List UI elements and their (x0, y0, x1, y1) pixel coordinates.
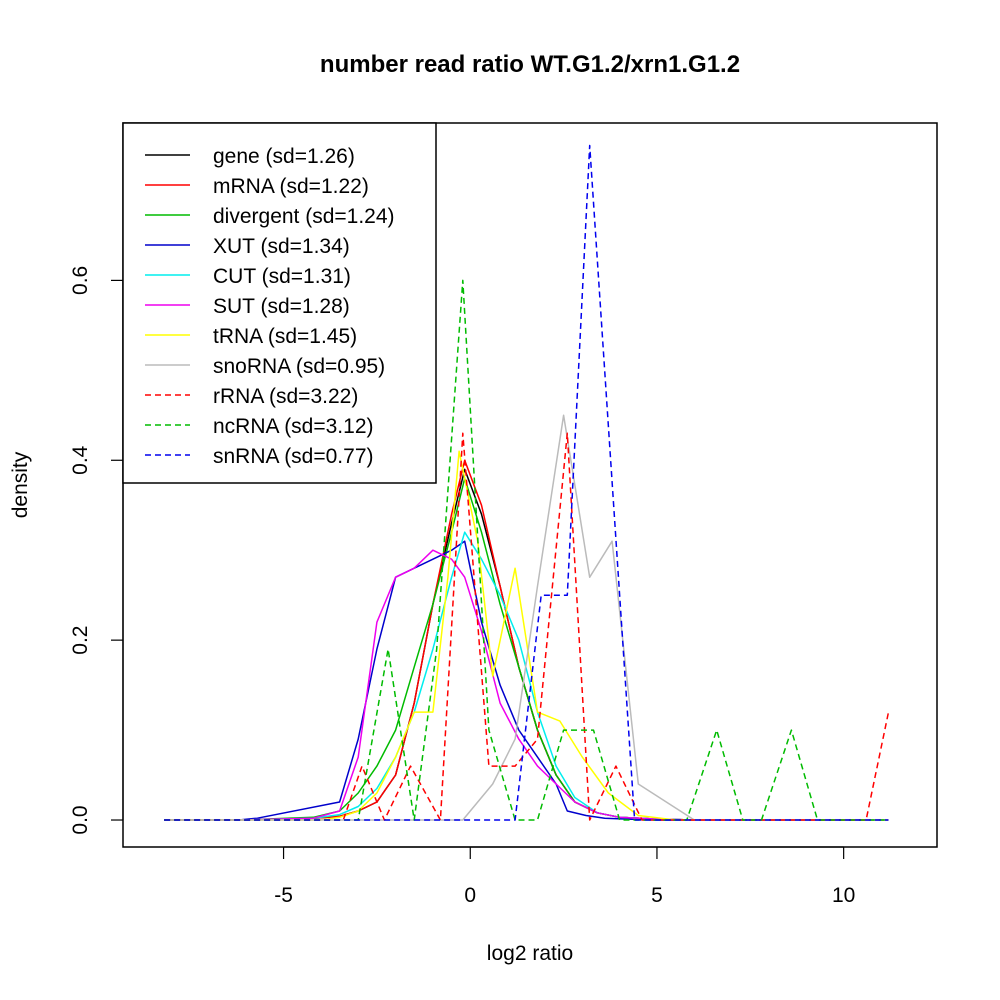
x-tick-label-0: -5 (274, 884, 293, 907)
legend-label-3: XUT (sd=1.34) (213, 235, 350, 258)
y-axis-label: density (9, 451, 32, 518)
legend-label-7: snoRNA (sd=0.95) (213, 355, 385, 378)
plot-lines (164, 144, 890, 821)
legend-label-4: CUT (sd=1.31) (213, 265, 351, 288)
y-tick-label-2: 0.4 (69, 445, 92, 475)
series-line-8 (164, 432, 890, 821)
x-axis-label: log2 ratio (487, 942, 573, 965)
x-tick-label-2: 5 (651, 884, 663, 907)
series-line-4 (164, 531, 889, 821)
y-tick-label-1: 0.2 (69, 626, 92, 655)
legend: gene (sd=1.26) mRNA (sd=1.22) divergent (s… (122, 122, 437, 484)
x-tick-label-1: 0 (464, 884, 476, 907)
series-line-6 (164, 450, 889, 821)
series-line-2 (164, 477, 889, 821)
legend-label-0: gene (sd=1.26) (213, 145, 355, 168)
y-tick-label-0: 0.0 (69, 805, 92, 834)
legend-label-1: mRNA (sd=1.22) (213, 175, 369, 198)
chart-title: number read ratio WT.G1.2/xrn1.G1.2 (320, 51, 740, 78)
y-tick-label-3: 0.6 (69, 266, 92, 295)
legend-label-10: snRNA (sd=0.77) (213, 445, 374, 468)
x-tick-label-3: 10 (832, 884, 855, 907)
legend-box (122, 122, 437, 484)
legend-label-9: ncRNA (sd=3.12) (213, 415, 374, 438)
legend-label-6: tRNA (sd=1.45) (213, 325, 357, 348)
legend-label-5: SUT (sd=1.28) (213, 295, 350, 318)
legend-label-8: rRNA (sd=3.22) (213, 385, 358, 408)
series-line-5 (164, 549, 889, 821)
series-line-3 (164, 540, 889, 821)
x-axis: -5 0 5 10 (274, 846, 855, 907)
y-axis: 0.0 0.2 0.4 0.6 (69, 266, 124, 835)
legend-label-2: divergent (sd=1.24) (213, 205, 395, 228)
series-line-7 (164, 414, 889, 821)
